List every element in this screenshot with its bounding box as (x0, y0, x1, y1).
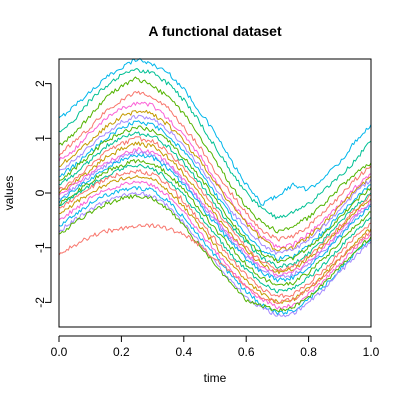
y-tick-label: 1 (33, 135, 47, 142)
series-line-24 (59, 224, 371, 304)
x-tick-label: 0.8 (300, 345, 317, 359)
series-line-1 (59, 59, 371, 206)
x-tick-label: 1.0 (363, 345, 380, 359)
y-tick-label: 2 (33, 80, 47, 87)
x-tick-label: 0.0 (51, 345, 68, 359)
series-line-3 (59, 77, 371, 233)
series-line-2 (59, 69, 371, 219)
x-axis-label: time (204, 371, 227, 385)
chart-title: A functional dataset (148, 23, 282, 39)
y-tick-label: -2 (33, 297, 47, 308)
y-tick-label: 0 (33, 189, 47, 196)
x-tick-label: 0.6 (238, 345, 255, 359)
series-line-6 (59, 110, 371, 251)
x-tick-label: 0.4 (175, 345, 192, 359)
y-axis-label: values (2, 176, 16, 211)
y-axis: -2 -1 0 1 2 (33, 80, 51, 308)
series-line-5 (59, 102, 371, 248)
x-tick-label: 0.2 (113, 345, 130, 359)
series-layer (59, 59, 371, 317)
y-tick-label: -1 (33, 242, 47, 253)
x-axis: 0.0 0.2 0.4 0.6 0.8 1.0 (51, 336, 380, 359)
